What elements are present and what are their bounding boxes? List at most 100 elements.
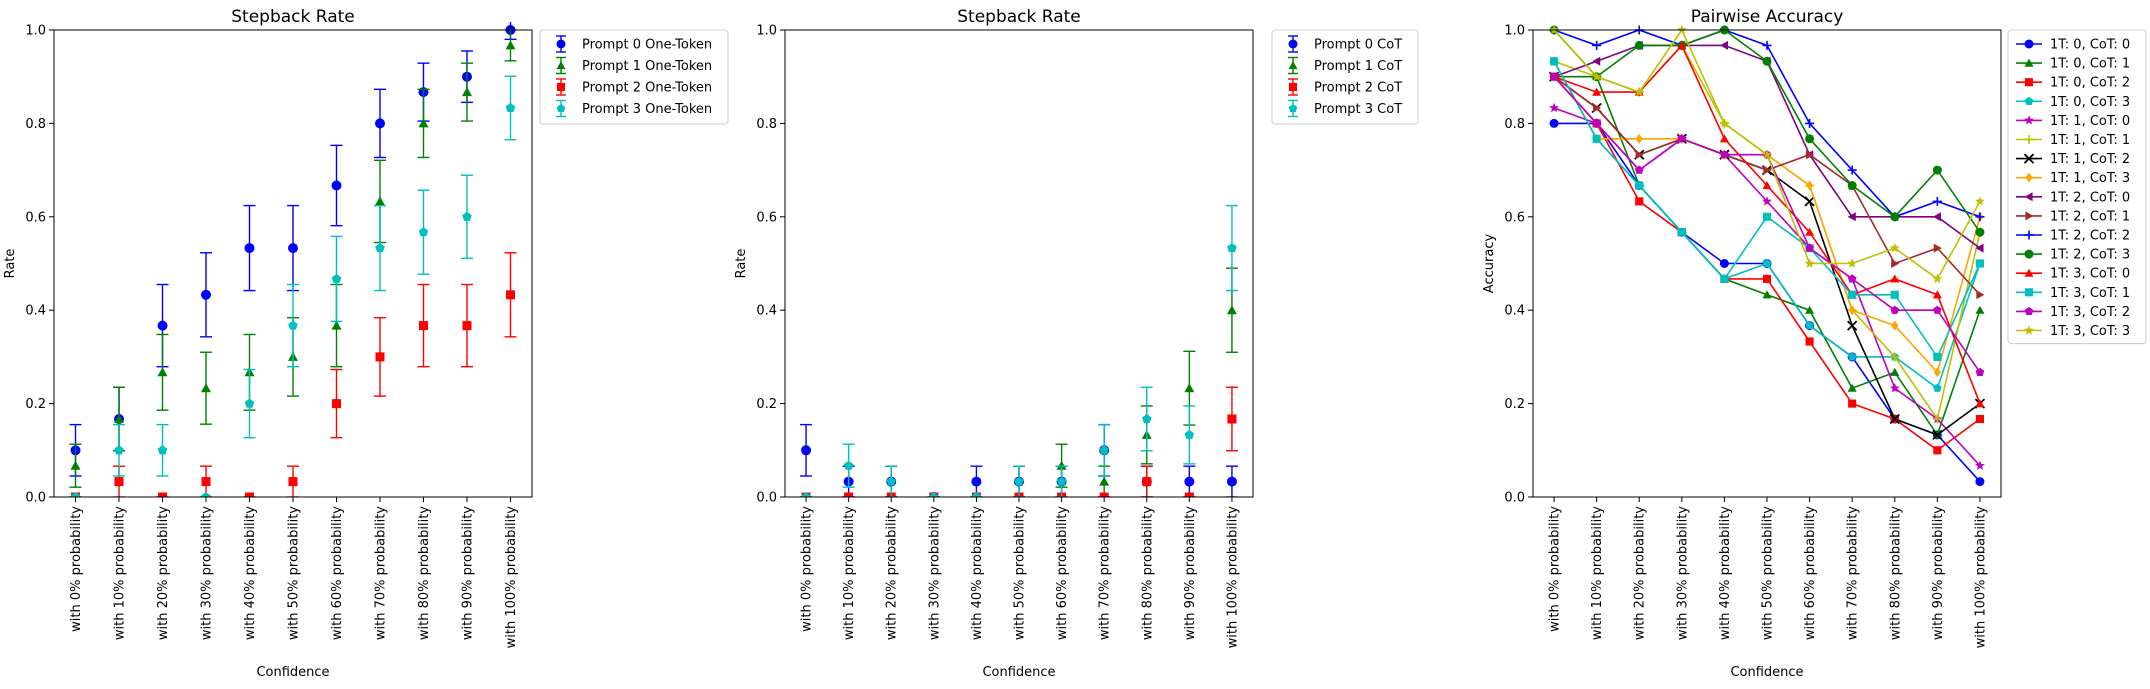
legend-item: Prompt 0 CoT: [1288, 35, 1402, 53]
data-point: [1549, 118, 1559, 128]
x-axis-ticks: with 0% probability with 10% probability w…: [69, 497, 519, 648]
data-point: [1848, 305, 1856, 316]
legend-label: 1T: 3, CoT: 3: [2050, 324, 2130, 339]
y-tick-label: 0.2: [756, 397, 777, 412]
legend-item: 1T: 0, CoT: 0: [2016, 38, 2130, 53]
data-point: [1975, 243, 1984, 253]
data-point: [801, 445, 812, 456]
data-point: [1227, 243, 1237, 253]
legend-label: 1T: 0, CoT: 2: [2050, 76, 2130, 91]
data-point: [331, 320, 342, 330]
data-point: [1975, 305, 1985, 314]
legend-frame: [2007, 29, 2147, 345]
data-point: [1805, 337, 1814, 346]
legend-label: 1T: 0, CoT: 3: [2050, 95, 2130, 110]
x-tick-label: with 0% probability: [1548, 506, 1563, 632]
data-point: [70, 460, 81, 470]
data-point: [1719, 134, 1729, 143]
y-axis-ticks: 0.0 0.2 0.4 0.6 0.8 1.0: [25, 24, 54, 506]
data-point: [1932, 414, 1942, 424]
y-tick-label: 0.6: [1504, 210, 1525, 225]
x-tick-label: with 60% probability: [1055, 506, 1070, 640]
data-point: [1932, 196, 1942, 206]
y-tick-label: 1.0: [1504, 24, 1525, 39]
legend-marker: [556, 39, 566, 49]
data-point: [1677, 134, 1687, 143]
data-point: [1975, 196, 1985, 206]
legend-label: 1T: 3, CoT: 1: [2050, 286, 2130, 301]
series-line: [1553, 60, 1981, 390]
legend-label: 1T: 2, CoT: 0: [2050, 190, 2130, 205]
x-tick-label: with 40% probability: [1718, 506, 1733, 640]
y-tick-label: 0.8: [756, 117, 777, 132]
data-point: [244, 398, 255, 408]
data-point: [1890, 274, 1900, 283]
data-point: [1891, 320, 1899, 331]
data-point: [1805, 305, 1815, 314]
series-4: [1549, 56, 1985, 392]
x-tick-label: with 80% probability: [417, 506, 432, 640]
legend-marker: [556, 104, 566, 113]
x-tick-label: with 100% probability: [504, 506, 519, 649]
data-point: [1975, 227, 1985, 237]
y-axis-label: Rate: [3, 249, 18, 279]
data-point: [801, 492, 811, 497]
legend-frame: [539, 29, 729, 125]
legend-item: Prompt 2 One-Token: [556, 78, 712, 96]
data-point: [1890, 212, 1900, 222]
x-tick-label: with 30% probability: [200, 506, 215, 640]
data-point: [1890, 352, 1900, 362]
data-point: [1762, 212, 1772, 221]
data-point: [1591, 71, 1602, 81]
axes-frame: [1532, 29, 2002, 498]
legend-item: 1T: 0, CoT: 3: [2016, 95, 2130, 110]
legend-marker: [556, 61, 566, 70]
x-tick-label: with 20% probability: [1633, 506, 1648, 640]
legend-marker: [2024, 192, 2033, 202]
data-point: [1184, 492, 1194, 497]
data-point: [1762, 56, 1772, 66]
legend-marker: [2024, 325, 2034, 335]
data-point: [1889, 242, 1900, 253]
legend-item: 1T: 1, CoT: 0: [2016, 114, 2130, 129]
legend-marker: [2024, 135, 2034, 144]
data-point: [886, 476, 896, 486]
data-point: [1805, 321, 1814, 330]
data-point: [1184, 383, 1195, 393]
data-point: [1932, 290, 1942, 299]
data-point: [1805, 227, 1815, 236]
data-point: [375, 352, 385, 362]
data-point: [1933, 305, 1942, 314]
legend-frame: [1271, 29, 1419, 125]
series-line: [1553, 76, 1981, 373]
legend-item: 1T: 0, CoT: 2: [2016, 76, 2130, 91]
series-4: [800, 204, 1238, 497]
legend-marker: [1288, 61, 1298, 70]
legend-label: Prompt 3 One-Token: [582, 102, 712, 117]
legend: Prompt 0 One-Token Prompt 1 One-Token Prom…: [539, 29, 729, 125]
data-point: [1932, 165, 1942, 175]
data-point: [1762, 196, 1772, 206]
data-point: [1593, 103, 1602, 113]
legend-label: 1T: 2, CoT: 3: [2050, 248, 2130, 263]
legend-marker: [1288, 104, 1298, 113]
data-point: [1933, 243, 1942, 253]
x-tick-label: with 10% probability: [1590, 506, 1605, 640]
data-point: [1847, 212, 1856, 222]
data-point: [1677, 228, 1686, 237]
data-point: [157, 367, 168, 377]
data-point: [418, 321, 428, 331]
legend-label: 1T: 0, CoT: 1: [2050, 57, 2130, 72]
legend-marker: [2024, 306, 2034, 316]
data-point: [1847, 383, 1857, 392]
data-point: [1634, 40, 1644, 50]
legend-label: 1T: 3, CoT: 0: [2050, 267, 2130, 282]
data-point: [1592, 87, 1602, 96]
chart-title: Pairwise Accuracy: [1691, 7, 1844, 27]
x-axis-label: Confidence: [256, 665, 329, 680]
y-tick-label: 0.2: [25, 397, 46, 412]
data-point: [505, 102, 516, 113]
data-point: [1142, 477, 1152, 487]
data-point: [1804, 258, 1815, 268]
